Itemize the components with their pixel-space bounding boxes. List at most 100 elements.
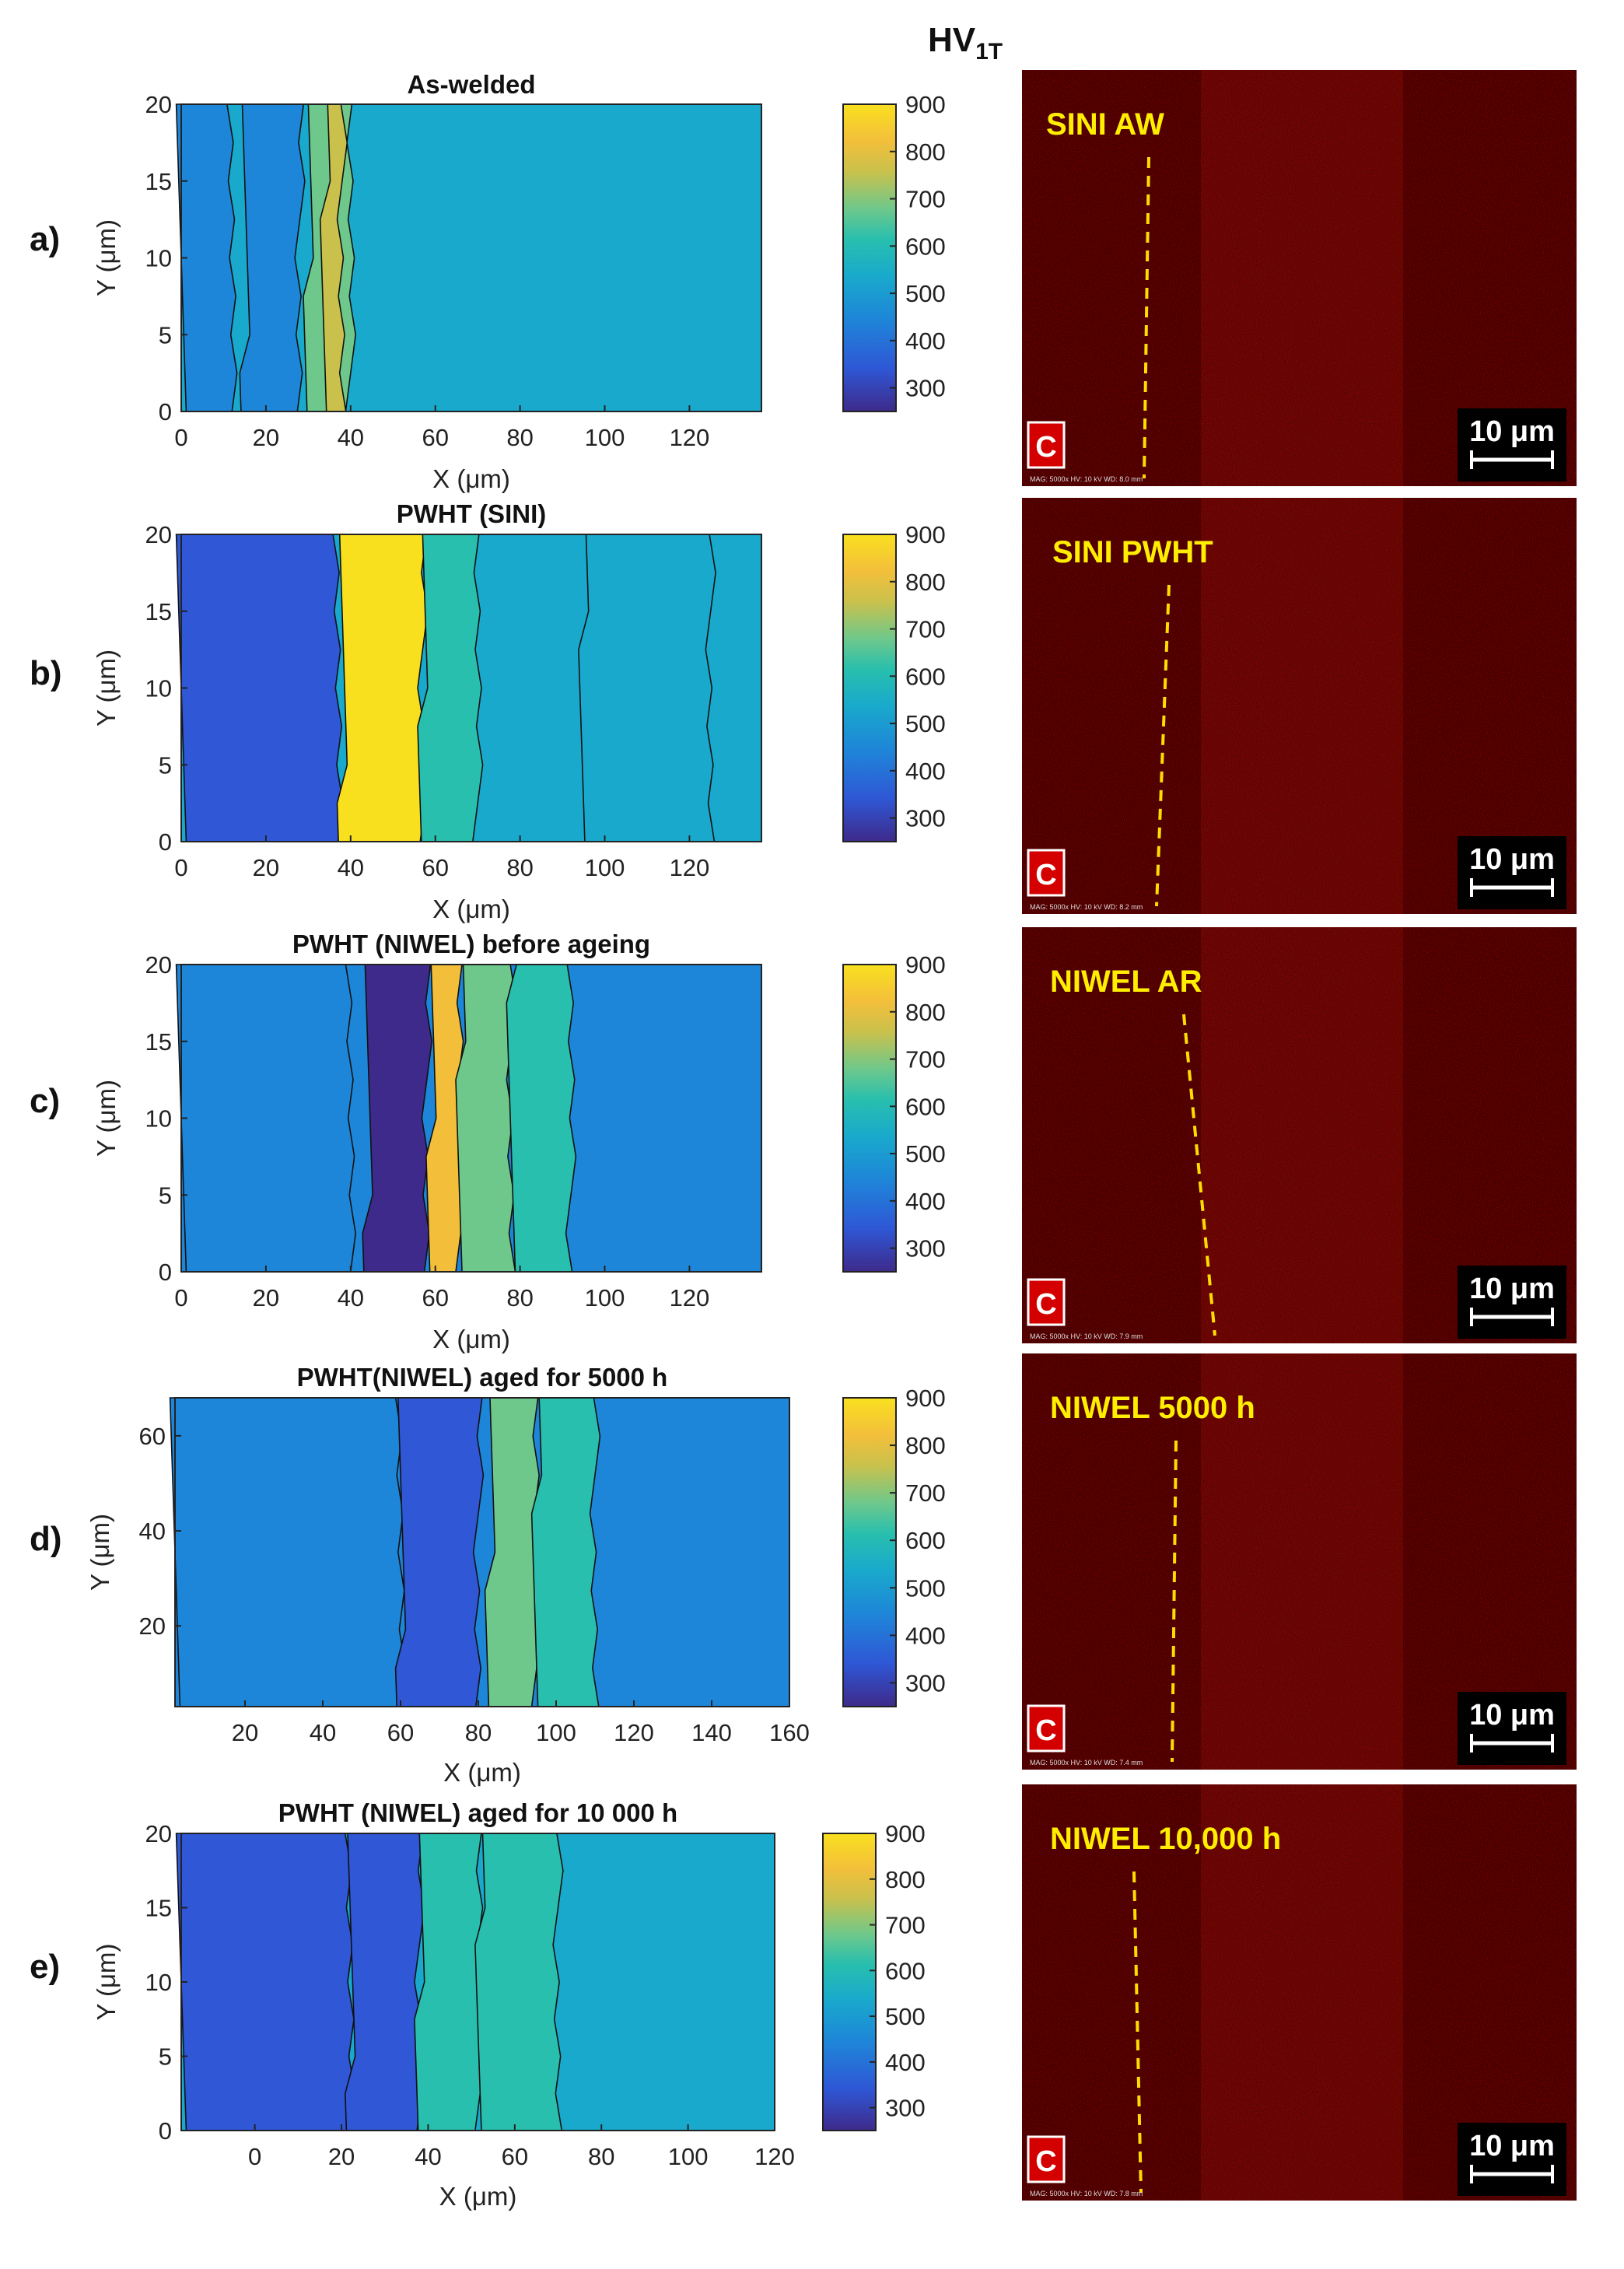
- eds-map-label: NIWEL 5000 h: [1050, 1391, 1255, 1425]
- scale-bar-box: [1458, 1266, 1566, 1339]
- colorbar-tick-label: 900: [905, 951, 946, 979]
- y-tick-label: 10: [145, 245, 172, 272]
- colorbar-tick-label: 400: [905, 1622, 946, 1649]
- y-tick-label: 5: [159, 2043, 172, 2071]
- x-tick-label: 0: [174, 854, 187, 881]
- hardness-band: [394, 1397, 485, 1707]
- scale-bar-label: 10 μm: [1469, 415, 1555, 448]
- scale-bar-label: 10 μm: [1469, 1699, 1555, 1732]
- x-tick-label: 100: [536, 1719, 576, 1746]
- x-tick-label: 0: [248, 2143, 261, 2170]
- y-tick-label: 20: [145, 521, 172, 548]
- y-tick-label: 20: [145, 1820, 172, 1847]
- colorbar-tick-label: 400: [905, 758, 946, 785]
- eds-bright-zone: [1201, 1784, 1403, 2201]
- y-tick-label: 20: [145, 951, 172, 979]
- y-tick-label: 0: [159, 2117, 172, 2145]
- eds-map: SINI PWHT C 10 μm MAG: 5000x HV: 10 kV WD: …: [1022, 498, 1577, 914]
- x-tick-label: 80: [588, 2143, 614, 2170]
- x-tick-label: 60: [422, 424, 448, 451]
- y-tick-label: 60: [139, 1423, 166, 1450]
- x-tick-label: 100: [585, 424, 625, 451]
- x-tick-label: 100: [585, 854, 625, 881]
- plot-frame: [174, 1397, 790, 1707]
- colorbar: [822, 1833, 877, 2131]
- plot-title: As-welded: [407, 70, 535, 99]
- colorbar-title: HV1T: [928, 21, 1003, 65]
- element-badge-label: C: [1035, 2145, 1056, 2178]
- panel-5: e) PWHT (NIWEL) aged for 10 000 h 0 20 40 60 8…: [30, 1784, 1577, 2211]
- colorbar-tick-label: 300: [885, 2095, 926, 2122]
- x-tick-label: 40: [415, 2143, 441, 2170]
- panel-label: d): [30, 1520, 62, 1558]
- x-tick-label: 20: [328, 2143, 355, 2170]
- colorbar-tick-label: 700: [905, 1479, 946, 1507]
- eds-map: SINI AW C 10 μm MAG: 5000x HV: 10 kV WD: 8.…: [1022, 70, 1577, 486]
- x-tick-label: 120: [614, 1719, 654, 1746]
- y-tick-label: 10: [145, 1105, 172, 1133]
- element-badge-label: C: [1035, 859, 1056, 891]
- colorbar-tick-label: 800: [905, 1432, 946, 1459]
- panel-4: d) PWHT(NIWEL) aged for 5000 h 20 40 60 80 100…: [30, 1353, 1577, 1787]
- hardness-band: [344, 1833, 425, 2131]
- y-axis-label: Y (μm): [92, 1943, 121, 2020]
- scale-bar-box: [1458, 408, 1566, 481]
- hardness-band: [530, 1397, 601, 1707]
- element-badge-label: C: [1035, 431, 1056, 464]
- x-tick-label: 60: [387, 1719, 414, 1746]
- eds-map-label: SINI AW: [1046, 107, 1164, 142]
- colorbar-tick-label: 300: [905, 1235, 946, 1262]
- hardness-band: [362, 964, 433, 1273]
- element-badge: [1027, 849, 1066, 897]
- x-tick-label: 120: [670, 1284, 710, 1311]
- colorbar-tick-label: 500: [905, 1574, 946, 1602]
- colorbar-tick-label: 400: [905, 1188, 946, 1215]
- scale-bar-box: [1458, 836, 1566, 909]
- plot-title: PWHT (NIWEL) aged for 10 000 h: [278, 1798, 677, 1827]
- panel-1: a) As-welded 0 20 40 60 80 100 120 0 5 10 15 20 X (μm)…: [30, 70, 1577, 493]
- scale-bar-label: 10 μm: [1469, 843, 1555, 876]
- colorbar-tick-label: 900: [905, 521, 946, 548]
- x-axis-label: X (μm): [432, 895, 510, 923]
- y-axis-label: Y (μm): [86, 1514, 114, 1591]
- colorbar-tick-label: 900: [905, 91, 946, 118]
- colorbar-tick-label: 800: [905, 999, 946, 1026]
- colorbar-tick-label: 600: [905, 1527, 946, 1554]
- y-axis-label: Y (μm): [92, 219, 121, 296]
- y-tick-label: 0: [159, 398, 172, 425]
- colorbar: [842, 1397, 897, 1707]
- eds-map-label: SINI PWHT: [1052, 535, 1213, 569]
- eds-bright-zone: [1201, 927, 1403, 1343]
- colorbar-tick-label: 500: [905, 710, 946, 737]
- colorbar-tick-label: 300: [905, 805, 946, 832]
- x-tick-label: 20: [253, 1284, 279, 1311]
- panel-2: b) PWHT (SINI) 0 20 40 60 80 100 120 0 5 10 15 20 X (μ…: [30, 498, 1577, 923]
- eds-bright-zone: [1201, 498, 1403, 914]
- eds-bright-zone: [1201, 70, 1403, 486]
- colorbar: [842, 103, 897, 412]
- y-tick-label: 20: [145, 91, 172, 118]
- x-tick-label: 60: [422, 854, 448, 881]
- x-tick-label: 80: [506, 1284, 533, 1311]
- colorbar-tick-label: 500: [905, 280, 946, 307]
- sem-metadata: MAG: 5000x HV: 10 kV WD: 8.0 mm: [1030, 475, 1143, 483]
- x-tick-label: 160: [769, 1719, 810, 1746]
- x-tick-label: 80: [506, 424, 533, 451]
- colorbar: [842, 964, 897, 1273]
- panel-label: c): [30, 1082, 60, 1120]
- sem-metadata: MAG: 5000x HV: 10 kV WD: 7.8 mm: [1030, 2190, 1143, 2197]
- x-tick-label: 120: [670, 854, 710, 881]
- panel-label: e): [30, 1948, 60, 1986]
- scale-bar-label: 10 μm: [1469, 2130, 1555, 2162]
- element-badge: [1027, 1704, 1066, 1753]
- x-tick-label: 40: [338, 424, 364, 451]
- hardness-band: [175, 534, 344, 842]
- colorbar-tick-label: 300: [905, 375, 946, 402]
- fusion-line: [1182, 1014, 1216, 1336]
- fusion-line: [1171, 1440, 1178, 1763]
- sem-metadata: MAG: 5000x HV: 10 kV WD: 7.9 mm: [1030, 1332, 1143, 1340]
- y-tick-label: 0: [159, 1259, 172, 1286]
- colorbar-tick-label: 500: [885, 2003, 926, 2030]
- x-tick-label: 140: [691, 1719, 732, 1746]
- element-badge: [1027, 421, 1066, 469]
